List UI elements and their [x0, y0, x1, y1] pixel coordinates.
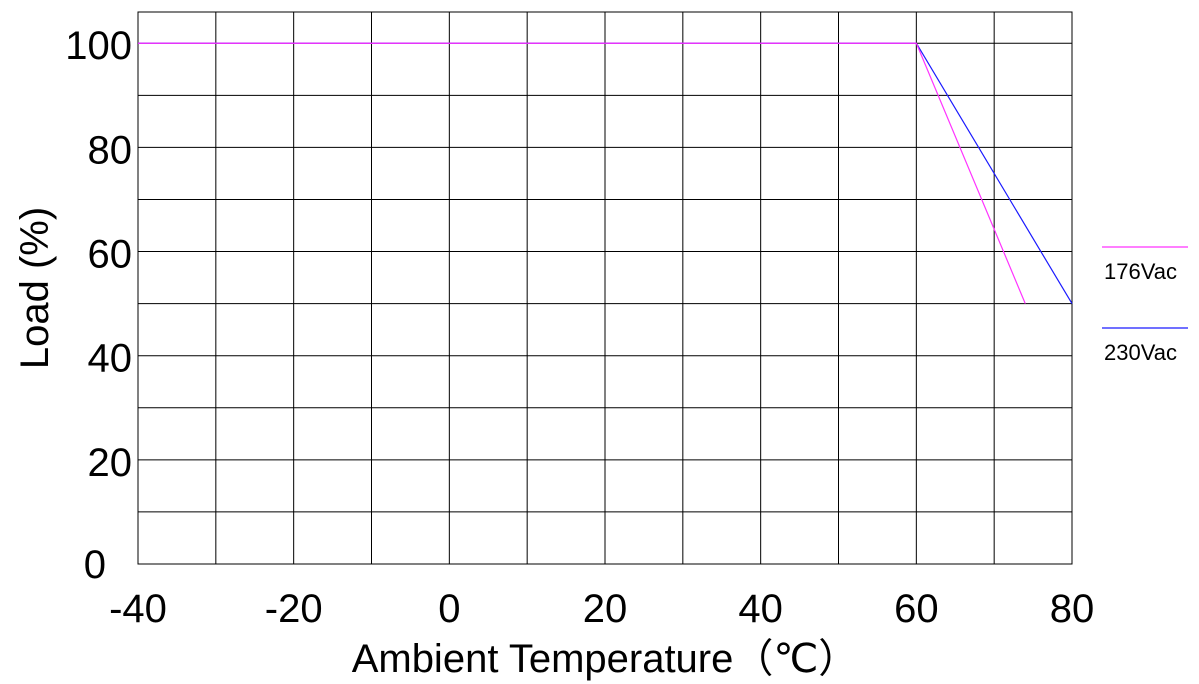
y-tick-labels: 0 20 40 60 80 100 — [65, 24, 132, 587]
y-tick-label: 40 — [88, 337, 133, 381]
y-tick-label: 60 — [88, 233, 133, 277]
y-tick-label: 0 — [84, 543, 106, 587]
legend: 176Vac 230Vac — [1102, 246, 1188, 365]
series-line-176Vac — [138, 42, 1026, 304]
grid — [138, 12, 1072, 564]
x-tick-label: -20 — [265, 587, 323, 631]
x-tick-labels: -40 -20 0 20 40 60 80 — [109, 587, 1094, 631]
x-tick-label: 80 — [1050, 587, 1095, 631]
y-axis-title: Load (%) — [13, 207, 57, 369]
x-tick-label: 0 — [438, 587, 460, 631]
x-tick-label: 60 — [894, 587, 939, 631]
x-tick-label: 40 — [738, 587, 783, 631]
plot-frame — [137, 11, 1073, 565]
y-tick-label: 100 — [65, 24, 132, 68]
series-lines — [138, 42, 1073, 304]
y-tick-label: 80 — [88, 128, 133, 172]
x-axis-title: Ambient Temperature（℃） — [352, 637, 859, 681]
x-tick-label: -40 — [109, 587, 167, 631]
legend-label: 176Vac — [1104, 259, 1177, 284]
y-tick-label: 20 — [88, 441, 133, 485]
x-tick-label: 20 — [583, 587, 628, 631]
legend-label: 230Vac — [1104, 340, 1177, 365]
